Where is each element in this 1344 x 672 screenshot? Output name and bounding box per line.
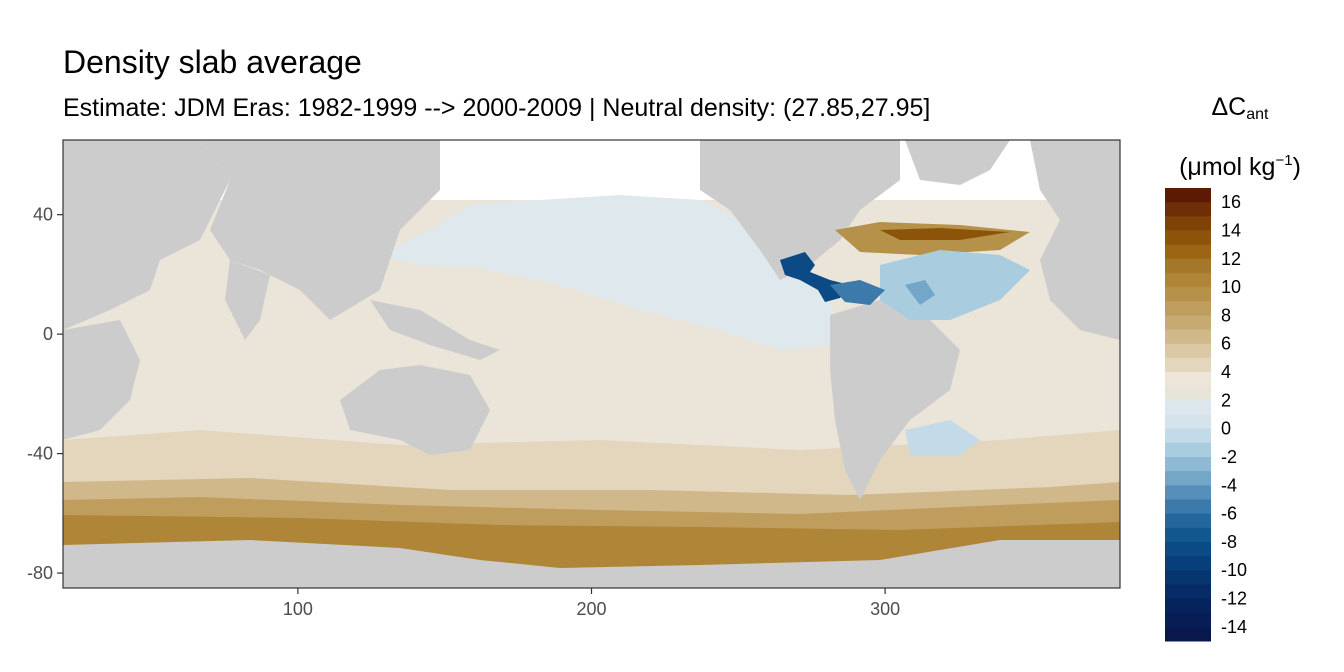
- legend-swatch: [1165, 428, 1211, 444]
- legend-title-subscript: ant: [1246, 106, 1269, 123]
- legend-swatch: [1165, 612, 1211, 628]
- legend-swatch: [1165, 626, 1211, 642]
- y-axis: 40 0 -40 -80: [27, 205, 63, 583]
- legend-label: -10: [1221, 560, 1247, 580]
- legend-swatch: [1165, 301, 1211, 316]
- legend-swatch: [1165, 485, 1211, 500]
- north-america-land: [700, 140, 900, 280]
- legend-label: -8: [1221, 532, 1237, 552]
- y-tick-label: -80: [27, 563, 53, 583]
- legend-swatch: [1165, 315, 1211, 331]
- map-subtitle: Estimate: JDM Eras: 1982-1999 --> 2000-2…: [63, 94, 931, 122]
- legend-label: 10: [1221, 277, 1241, 297]
- x-tick-label: 300: [870, 599, 900, 619]
- legend-swatch: [1165, 400, 1211, 415]
- legend-label: 4: [1221, 362, 1231, 382]
- legend-swatch: [1165, 570, 1211, 585]
- legend-swatch: [1165, 230, 1211, 246]
- legend-label: -12: [1221, 589, 1247, 609]
- legend-swatch: [1165, 499, 1211, 515]
- legend-label: 14: [1221, 220, 1241, 240]
- south-america-land: [830, 300, 960, 500]
- maritime-continent-land: [370, 300, 500, 360]
- y-tick-label: -40: [27, 444, 53, 464]
- legend-swatch: [1165, 258, 1211, 274]
- pacific-negative-region: [380, 195, 840, 350]
- legend-swatch: [1165, 357, 1211, 373]
- africa-land-west: [63, 140, 230, 330]
- north-atlantic-strong-positive-region: [880, 228, 1010, 240]
- legend-swatch: [1165, 372, 1211, 387]
- greenland-land: [905, 140, 1010, 185]
- legend-swatch: [1165, 541, 1211, 557]
- legend-unit-superscript: −1: [1275, 152, 1293, 169]
- legend-swatch: [1165, 216, 1211, 231]
- australia-land: [340, 365, 490, 455]
- legend-label: 6: [1221, 334, 1231, 354]
- legend-swatch: [1165, 244, 1211, 260]
- caribbean-negative-region: [830, 280, 885, 305]
- legend-colorbar: [1165, 188, 1211, 642]
- legend-swatch: [1165, 202, 1211, 217]
- legend-label: -2: [1221, 447, 1237, 467]
- legend-label: -4: [1221, 475, 1237, 495]
- x-tick-label: 200: [576, 599, 606, 619]
- south-atlantic-negative-region: [905, 420, 980, 455]
- legend-unit-open: (μmol kg: [1179, 153, 1276, 181]
- india-land: [225, 260, 270, 340]
- gulf-strong-negative-region: [780, 252, 850, 302]
- africa-land: [63, 320, 140, 440]
- legend-swatch: [1165, 414, 1211, 430]
- asia-land: [200, 140, 440, 320]
- legend-label: 8: [1221, 305, 1231, 325]
- x-tick-label: 100: [283, 599, 313, 619]
- legend-title-main: ΔC: [1211, 93, 1247, 121]
- legend-label: 0: [1221, 419, 1231, 439]
- legend-swatch: [1165, 527, 1211, 543]
- legend-swatch: [1165, 584, 1211, 600]
- legend-label: -14: [1221, 617, 1247, 637]
- y-tick-label: 0: [43, 324, 53, 344]
- legend-swatch: [1165, 513, 1211, 529]
- legend-swatch: [1165, 287, 1211, 302]
- legend-label: 2: [1221, 390, 1231, 410]
- map-title: Density slab average: [63, 44, 362, 80]
- atlantic-negative-region: [880, 250, 1030, 320]
- legend-swatch: [1165, 343, 1211, 359]
- x-axis: 100 200 300: [283, 588, 900, 619]
- legend-swatch: [1165, 471, 1211, 486]
- legend-title: ΔCant (μmol kg−1): [1150, 84, 1330, 190]
- legend-label: 16: [1221, 192, 1241, 212]
- legend-unit-close: ): [1292, 153, 1301, 181]
- legend-swatch: [1165, 456, 1211, 472]
- europe-africa-east-land: [1030, 140, 1120, 340]
- map-panel: [63, 140, 1120, 588]
- legend-swatch: [1165, 329, 1211, 345]
- legend-swatch: [1165, 272, 1211, 288]
- antarctica-land: [63, 540, 1120, 588]
- legend-label: 12: [1221, 249, 1241, 269]
- legend-labels: 16 14 12 10 8 6 4 2 0 -2 -4 -6 -8 -10 -12 -14: [1221, 192, 1247, 637]
- legend-swatch: [1165, 442, 1211, 458]
- legend-swatch: [1165, 556, 1211, 571]
- y-tick-label: 40: [33, 205, 53, 225]
- legend-label: -6: [1221, 504, 1237, 524]
- atlantic-deep-negative-region: [905, 280, 935, 305]
- legend-swatch: [1165, 188, 1211, 203]
- legend-swatch: [1165, 386, 1211, 401]
- legend-swatch: [1165, 598, 1211, 614]
